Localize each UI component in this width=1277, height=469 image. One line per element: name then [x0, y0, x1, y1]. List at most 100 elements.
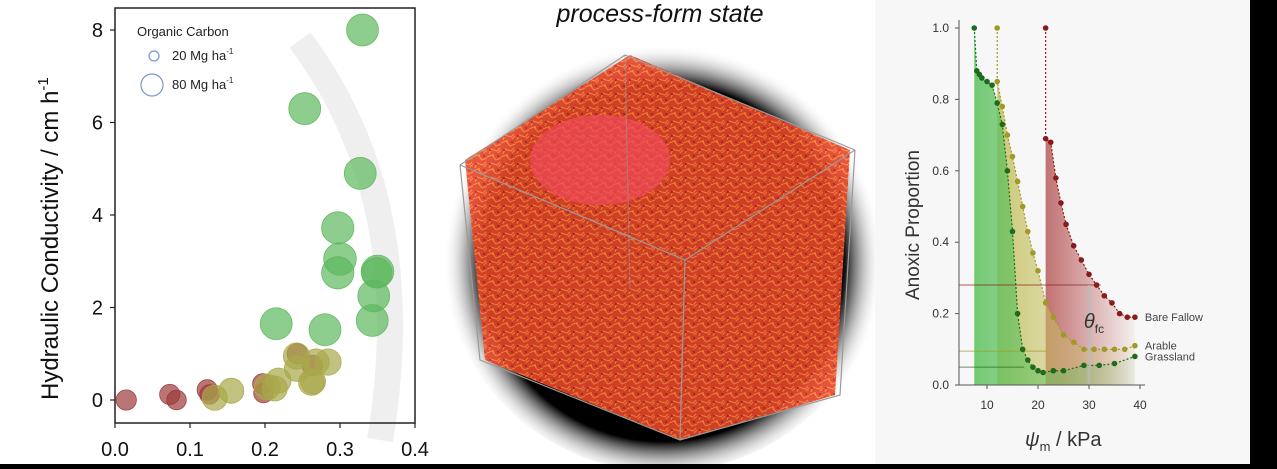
anoxic-x-tick-label: 30 [1082, 398, 1096, 412]
series-point [999, 121, 1006, 128]
anoxic-panel: Bare Fallow Arable Grassland 0.0 0.2 0.4 0.6 0… [875, 0, 1250, 464]
series-point [994, 78, 1000, 85]
series-point [1042, 300, 1049, 306]
series-point [994, 25, 1000, 31]
scatter-y-axis-label-text: Hydraulic Conductivity / cm h [37, 91, 64, 400]
anoxic-y-tick-label: 0.2 [932, 307, 949, 321]
scatter-point-grass [288, 92, 322, 125]
legend-title: Organic Carbon [137, 24, 229, 39]
series-point [1050, 314, 1057, 320]
series-point [1109, 300, 1115, 306]
series-point [1078, 257, 1085, 263]
series-point [971, 25, 978, 31]
area-fill-arable [997, 28, 1135, 385]
scatter-y-ticks: 0 2 4 6 8 [92, 20, 115, 412]
scatter-x-ticks: 0.0 0.1 0.2 0.3 0.4 [101, 423, 429, 461]
scatter-point-bare [166, 389, 187, 411]
theta-symbol: θ [1084, 311, 1095, 333]
series-point [1025, 357, 1031, 363]
series-point [1025, 228, 1031, 235]
series-point [1014, 310, 1021, 317]
scatter-x-tick-label: 0.1 [176, 439, 204, 461]
series-point [1086, 271, 1092, 278]
series-point [1116, 310, 1123, 317]
legend-marker-large [140, 73, 164, 97]
volume-render [443, 0, 883, 469]
series-point [1060, 332, 1067, 338]
series-point [1042, 25, 1049, 31]
scatter-y-tick-label: 6 [92, 113, 103, 135]
anoxic-x-tick-label: 40 [1133, 398, 1147, 412]
series-point [999, 103, 1006, 110]
scatter-point-grass [259, 307, 293, 341]
series-point [1004, 132, 1011, 138]
series-point [1053, 175, 1059, 181]
scatter-point-grass [361, 257, 393, 289]
series-label-arable: Arable [1145, 341, 1177, 353]
series-point [1019, 203, 1026, 210]
anoxic-x-axis-label: ψm / kPa [1025, 429, 1102, 454]
scatter-y-tick-label: 4 [92, 205, 103, 227]
anoxic-y-ticks: 0.0 0.2 0.4 0.6 0.8 1.0 [932, 21, 959, 392]
series-point [1096, 362, 1102, 369]
anoxic-fills [974, 28, 1135, 385]
anoxic-y-axis-label: Anoxic Proportion [903, 150, 924, 300]
series-point [1047, 139, 1054, 146]
series-point [1081, 346, 1087, 353]
legend-label-large-sup: -1 [226, 76, 234, 85]
series-point [1070, 339, 1077, 345]
series-point [1035, 367, 1041, 374]
series-point [1004, 168, 1011, 174]
series-point [1101, 346, 1108, 353]
theta-fc-label: θfc [1084, 311, 1104, 336]
series-point [1035, 267, 1041, 274]
series-point [1132, 314, 1138, 320]
series-point [979, 75, 985, 81]
bounding-cube [459, 54, 856, 441]
theta-subscript: fc [1095, 322, 1104, 336]
scatter-point-arable [261, 375, 288, 402]
series-point [1030, 250, 1036, 256]
series-point [1019, 346, 1026, 353]
scatter-panel: 0 2 4 6 8 0.0 0.1 0.2 0.3 0.4 Hydraulic Conducti… [0, 0, 445, 464]
scatter-y-tick-label: 2 [92, 298, 103, 320]
cube-edge-bottom [459, 149, 856, 441]
scatter-point-grass [343, 157, 377, 190]
series-point [1121, 346, 1128, 353]
scatter-point-arable [300, 368, 326, 395]
series-point [1101, 292, 1108, 299]
series-point [1091, 346, 1097, 353]
scatter-point-grass [346, 13, 379, 47]
series-point [994, 100, 1000, 106]
scatter-point-arable [314, 348, 342, 376]
anoxic-x-ticks: 10 20 30 40 [980, 385, 1147, 412]
series-point [1111, 346, 1118, 353]
psi-symbol: ψ [1025, 429, 1040, 451]
scatter-point-bare [115, 389, 137, 411]
series-line-grassland [973, 27, 1136, 374]
series-point [984, 78, 990, 85]
anoxic-y-tick-label: 0.0 [932, 378, 949, 392]
series-point [1009, 228, 1016, 235]
legend-marker-small [148, 50, 160, 62]
scatter-x-tick-label: 0.4 [401, 439, 429, 461]
scatter-chart: 0 2 4 6 8 0.0 0.1 0.2 0.3 0.4 Hydraulic Conducti… [0, 0, 445, 464]
series-point [1124, 314, 1131, 320]
series-point [1060, 367, 1067, 374]
scatter-y-axis-label-sup: -1 [35, 77, 52, 90]
series-line-bare-fallow [1045, 28, 1135, 318]
x-label-unit: / kPa [1050, 429, 1102, 451]
pore-cluster [530, 115, 670, 205]
scatter-points [115, 13, 395, 411]
legend-label-small: 20 Mg ha-1 [172, 47, 234, 63]
series-point [1111, 360, 1118, 367]
cube-edge-back [624, 54, 631, 291]
series-point [1058, 200, 1064, 206]
scatter-point-arable [218, 377, 245, 404]
series-point [1063, 221, 1069, 228]
series-point [1050, 367, 1057, 374]
legend-label-small-text: 20 Mg ha [172, 48, 227, 63]
